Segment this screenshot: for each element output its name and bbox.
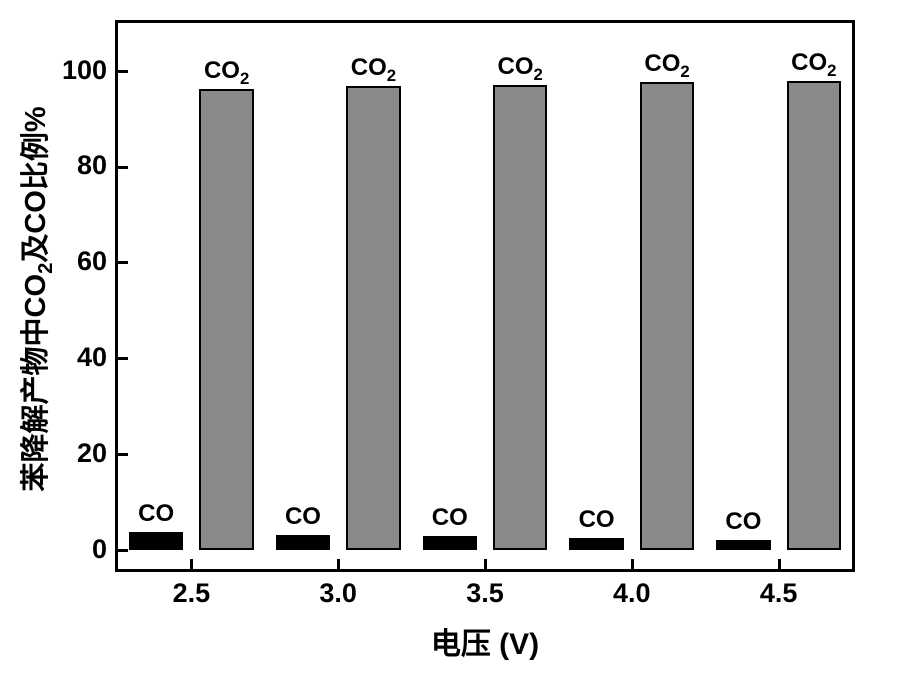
y-tick-label: 0 — [92, 534, 107, 565]
y-tick-label: 100 — [62, 55, 107, 86]
bar-co — [423, 536, 477, 550]
x-tick — [484, 559, 487, 569]
x-tick-label: 3.0 — [298, 578, 378, 609]
x-axis-label: 电压 (V) — [115, 619, 855, 663]
y-tick-label: 80 — [77, 150, 107, 181]
bar-label-co2: CO2 — [622, 50, 712, 82]
bar-label-co2: CO2 — [475, 53, 565, 85]
y-axis-label: 苯降解产物中CO2及CO比例% — [12, 23, 58, 575]
bar-co2 — [640, 82, 694, 549]
y-tick-label: 20 — [77, 438, 107, 469]
y-tick-label: 40 — [77, 342, 107, 373]
bar-co — [276, 535, 330, 550]
bar-chart: 苯降解产物中CO2及CO比例% 电压 (V) 0 20 40 60 80 100 2.5 3.… — [0, 0, 900, 694]
bar-co2 — [346, 86, 400, 550]
bar-label-co2: CO2 — [182, 57, 272, 89]
y-tick — [118, 70, 128, 73]
bar-co — [716, 540, 770, 550]
y-tick-label: 60 — [77, 246, 107, 277]
x-tick — [631, 559, 634, 569]
bar-co2 — [199, 89, 253, 550]
bar-label-co: CO — [698, 508, 788, 536]
bar-label-co: CO — [405, 504, 495, 532]
y-tick — [118, 549, 128, 552]
bar-co — [569, 538, 623, 549]
y-tick — [118, 166, 128, 169]
bar-label-co2: CO2 — [769, 49, 859, 81]
y-tick — [118, 453, 128, 456]
x-tick — [337, 559, 340, 569]
bar-label-co2: CO2 — [328, 54, 418, 86]
x-tick-label: 2.5 — [151, 578, 231, 609]
bar-co2 — [493, 85, 547, 550]
bar-co2 — [787, 81, 841, 550]
bar-label-co: CO — [552, 506, 642, 534]
x-tick-label: 4.0 — [592, 578, 672, 609]
x-tick-label: 4.5 — [739, 578, 819, 609]
x-tick — [778, 559, 781, 569]
x-tick-label: 3.5 — [445, 578, 525, 609]
y-tick — [118, 357, 128, 360]
bar-label-co: CO — [111, 500, 201, 528]
x-tick — [190, 559, 193, 569]
bar-co — [129, 532, 183, 550]
bar-label-co: CO — [258, 503, 348, 531]
y-tick — [118, 261, 128, 264]
